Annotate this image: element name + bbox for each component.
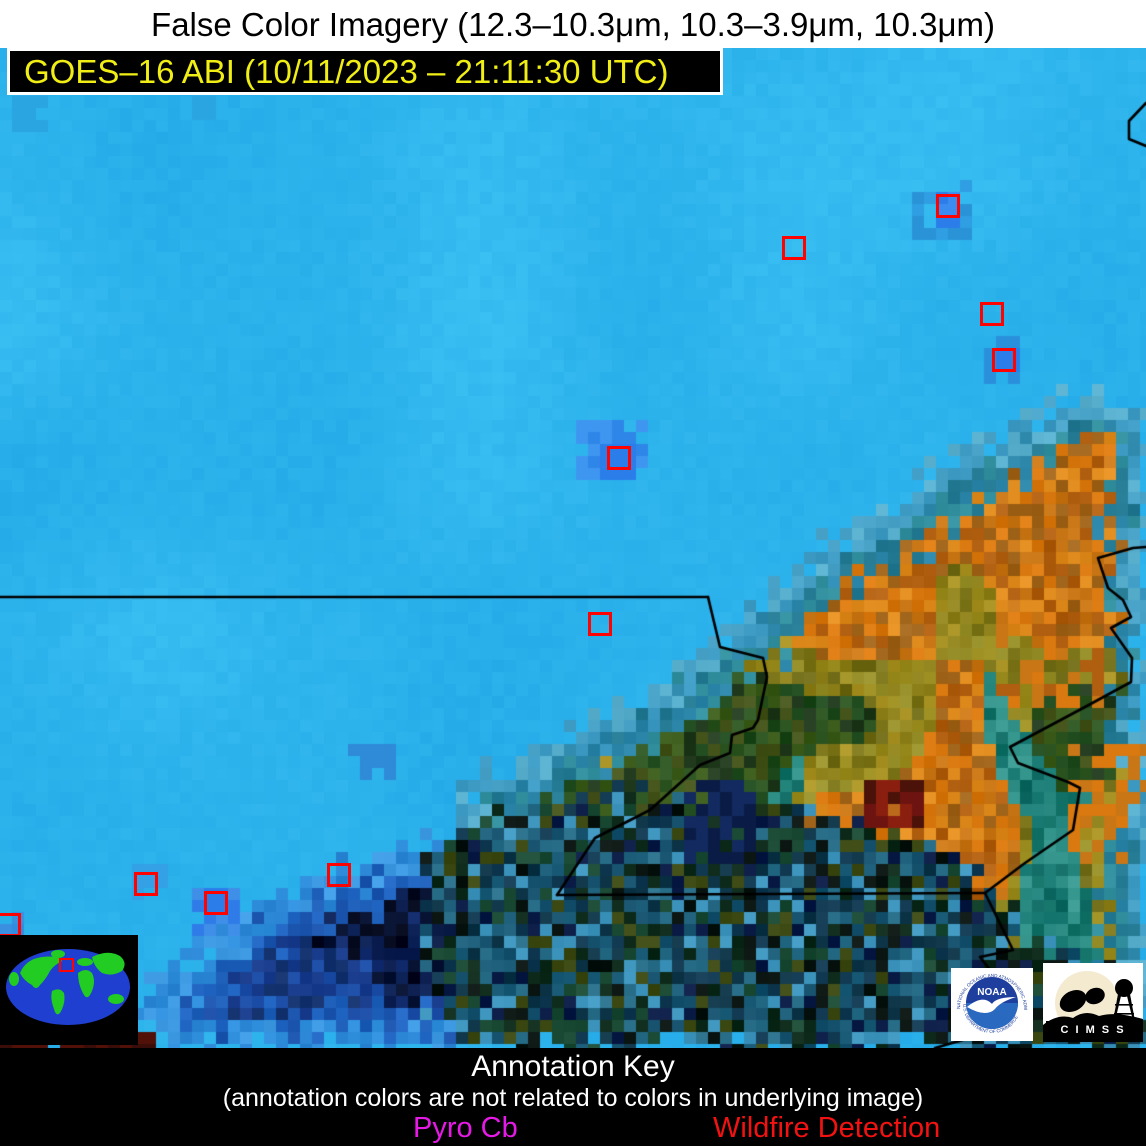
annotation-key-title: Annotation Key [471,1050,675,1083]
wildfire-detection-box [204,891,228,915]
noaa-logo-graphic: NOAA NATIONAL OCEANIC AND ATMOSPHERIC AD… [949,964,1028,1034]
annotation-key-bar: Annotation Key (annotation colors are no… [0,1048,1146,1146]
cimss-label: C I M S S [1060,1024,1125,1036]
wildfire-detection-box [980,302,1004,326]
wildfire-detection-box [936,194,960,218]
cimss-logo-graphic: C I M S S [1043,963,1143,1042]
locator-globe [0,935,138,1045]
noaa-gull-icon [967,997,1016,1014]
satellite-image [0,48,1146,1048]
annotation-key-note: (annotation colors are not related to co… [222,1084,924,1112]
wildfire-detection-box [327,863,351,887]
noaa-logo: NOAA NATIONAL OCEANIC AND ATMOSPHERIC AD… [949,964,1033,1041]
page-title: False Color Imagery (12.3–10.3μm, 10.3–3… [151,6,995,43]
legend-pyro-cb: Pyro Cb [413,1112,518,1144]
wildfire-detection-box [134,872,158,896]
goes-label: GOES–16 ABI (10/11/2023 – 21:11:30 UTC) [24,52,669,90]
title-bar: False Color Imagery (12.3–10.3μm, 10.3–3… [0,0,1146,50]
wildfire-detection-box [0,913,21,937]
locator-marker [59,958,74,972]
satellite-dish-icon [1085,987,1105,1005]
legend-wildfire-detection: Wildfire Detection [713,1112,941,1144]
globe-continents [9,950,125,1015]
wildfire-detection-box [607,446,631,470]
wildfire-detection-box [782,236,806,260]
goes-label-box: GOES–16 ABI (10/11/2023 – 21:11:30 UTC) [7,48,723,95]
cimss-logo: C I M S S [1043,963,1143,1042]
wildfire-detection-box [992,348,1016,372]
wildfire-detection-box [588,612,612,636]
noaa-brand: NOAA [977,987,1006,998]
satellite-dish-icon [1059,989,1087,1013]
water-tower-icon [1115,979,1133,997]
globe-graphic [6,949,130,1025]
